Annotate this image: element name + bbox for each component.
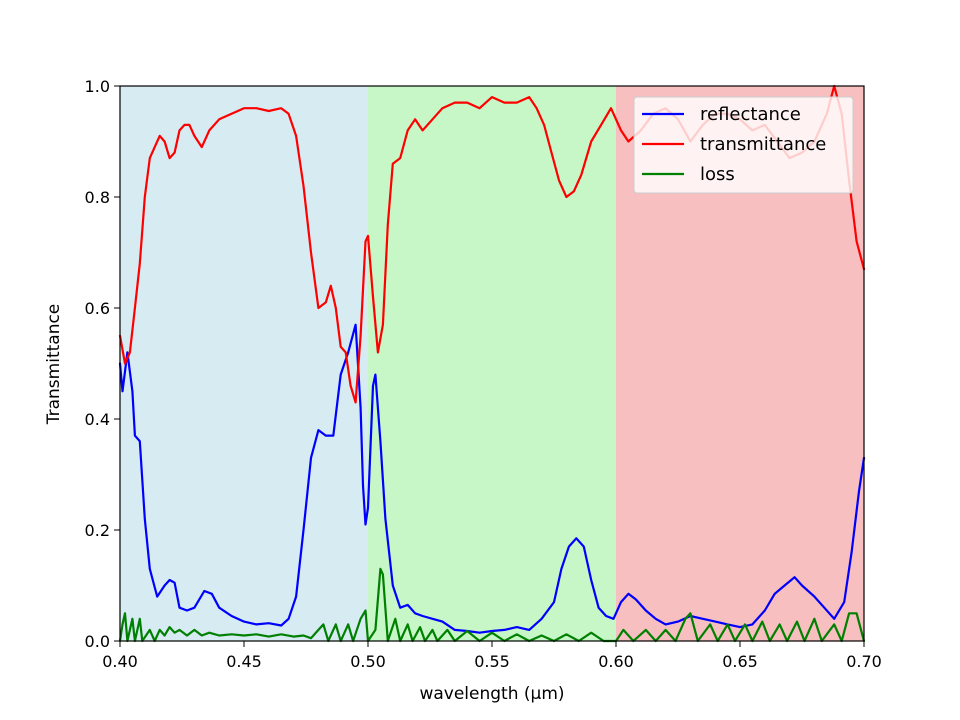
y-axis-label: Transmittance bbox=[44, 304, 64, 426]
y-tick-label: 0.4 bbox=[85, 410, 110, 429]
x-axis-label: wavelength (µm) bbox=[419, 684, 564, 704]
y-tick-label: 0.2 bbox=[85, 521, 110, 540]
series-line-loss bbox=[118, 567, 866, 643]
legend: reflectance transmittance loss bbox=[633, 96, 854, 194]
legend-box bbox=[633, 96, 854, 194]
y-tick-label: 1.0 bbox=[85, 77, 110, 96]
band-0 bbox=[120, 86, 368, 641]
x-axis: 0.40 0.45 0.50 0.55 0.60 0.65 0.70 bbox=[102, 641, 882, 671]
x-tick-label: 0.70 bbox=[846, 652, 882, 671]
y-axis: 0.0 0.2 0.4 0.6 0.8 1.0 bbox=[85, 77, 120, 651]
band-1 bbox=[368, 86, 616, 641]
y-tick-label: 0.8 bbox=[85, 188, 110, 207]
y-tick-label: 0.0 bbox=[85, 632, 110, 651]
legend-label-loss: loss bbox=[700, 164, 735, 185]
legend-label-transmittance: transmittance bbox=[700, 134, 826, 155]
series-line-reflectance bbox=[118, 323, 866, 634]
x-tick-label: 0.65 bbox=[722, 652, 758, 671]
x-tick-label: 0.40 bbox=[102, 652, 138, 671]
y-tick-label: 0.6 bbox=[85, 299, 110, 318]
x-tick-label: 0.60 bbox=[598, 652, 634, 671]
x-tick-label: 0.45 bbox=[226, 652, 262, 671]
legend-label-reflectance: reflectance bbox=[700, 104, 801, 125]
x-tick-label: 0.50 bbox=[350, 652, 386, 671]
x-tick-label: 0.55 bbox=[474, 652, 510, 671]
